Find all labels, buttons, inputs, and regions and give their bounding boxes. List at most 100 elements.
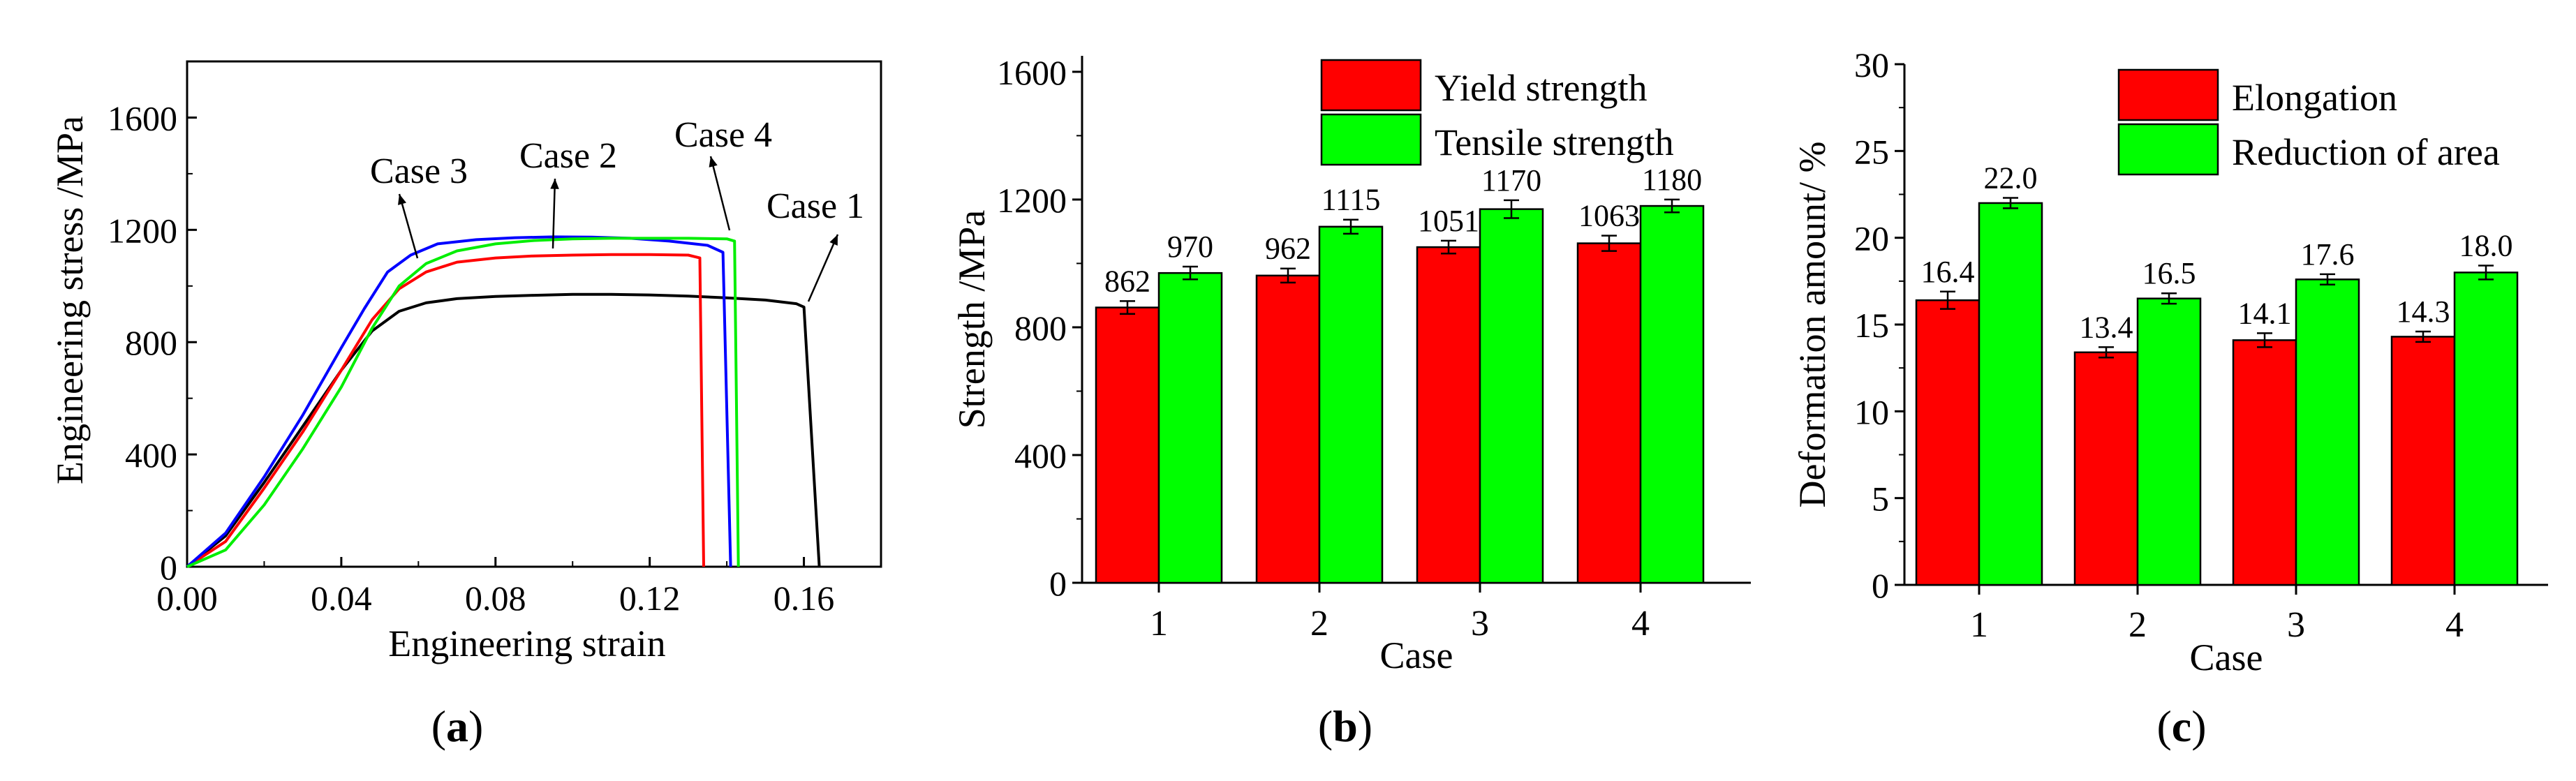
annotation-arrow xyxy=(552,178,556,249)
y-tick-label-a: 400 xyxy=(125,436,177,475)
case-annotation: Case 3 xyxy=(370,151,468,191)
legend-label: Elongation xyxy=(2232,77,2397,119)
x-tick-label-a: 0.12 xyxy=(619,579,681,618)
legend-swatch-elongation xyxy=(2117,68,2219,121)
legend-swatch-reduction-of-area xyxy=(2117,123,2219,176)
bar-value-label: 16.4 xyxy=(1921,255,1975,289)
legend-label: Reduction of area xyxy=(2232,131,2500,173)
bar-tensile-strength-case-4 xyxy=(1639,204,1705,584)
x-tick-label-a: 0.04 xyxy=(311,579,372,618)
bar-value-label: 17.6 xyxy=(2301,237,2355,272)
stress-strain-curve-case-3 xyxy=(186,235,732,568)
y-tick-label-c: 0 xyxy=(1872,566,1889,605)
panel-letter: c xyxy=(2172,701,2191,751)
y-axis-label-b: Strength /MPa xyxy=(951,210,993,429)
bar-value-label: 18.0 xyxy=(2459,228,2513,262)
bar-value-label: 970 xyxy=(1167,230,1213,264)
stress-strain-curve-case-2 xyxy=(186,253,705,568)
bar-tensile-strength-case-1 xyxy=(1157,272,1223,584)
x-tick-label-b: 4 xyxy=(1631,604,1650,644)
panel-letter: b xyxy=(1333,701,1358,751)
bar-tensile-strength-case-2 xyxy=(1318,225,1384,584)
y-tick-label-a: 1600 xyxy=(108,98,177,137)
y-tick-label-b: 1200 xyxy=(997,181,1067,220)
bar-yield-strength-case-1 xyxy=(1095,306,1160,584)
bar-value-label: 1115 xyxy=(1322,183,1381,217)
x-tick-label-b: 1 xyxy=(1150,604,1168,644)
annotation-arrowhead xyxy=(829,235,838,246)
bar-reduction-of-area-case-1 xyxy=(1978,202,2043,586)
legend-swatch-yield-strength xyxy=(1320,59,1422,112)
bar-yield-strength-case-4 xyxy=(1576,242,1642,584)
x-tick-label-c: 3 xyxy=(2287,605,2305,645)
panel-label: (b) xyxy=(1318,701,1372,751)
bar-yield-strength-case-3 xyxy=(1416,246,1481,584)
plot-frame-a xyxy=(186,60,882,568)
y-tick-label-c: 20 xyxy=(1854,219,1889,258)
y-tick-label-c: 25 xyxy=(1854,132,1889,171)
annotation-arrowhead xyxy=(709,156,718,168)
legend-label: Yield strength xyxy=(1435,67,1647,109)
x-axis-label-c: Case xyxy=(2190,637,2263,678)
x-axis-label-a: Engineering strain xyxy=(388,623,665,664)
bar-elongation-case-1 xyxy=(1915,299,1981,586)
bar-value-label: 1180 xyxy=(1642,163,1702,197)
stress-strain-curve-case-1 xyxy=(186,292,821,568)
x-tick-label-a: 0.16 xyxy=(773,579,835,618)
y-tick-label-c: 30 xyxy=(1854,45,1889,84)
legend-label: Tensile strength xyxy=(1435,121,1674,163)
annotation-arrow xyxy=(709,156,731,231)
bar-value-label: 22.0 xyxy=(1984,161,2038,195)
panel-label: (a) xyxy=(431,701,484,751)
y-tick-label-a: 800 xyxy=(125,323,177,362)
bar-elongation-case-3 xyxy=(2232,339,2297,586)
y-tick-label-b: 400 xyxy=(1014,436,1067,475)
bar-yield-strength-case-2 xyxy=(1255,274,1321,584)
y-tick-label-a: 1200 xyxy=(108,211,177,250)
bar-value-label: 16.5 xyxy=(2142,256,2196,290)
bar-tensile-strength-case-3 xyxy=(1479,208,1544,584)
case-annotation: Case 1 xyxy=(767,186,864,226)
bar-value-label: 1170 xyxy=(1481,163,1541,198)
bar-value-label: 962 xyxy=(1265,232,1311,266)
y-tick-label-b: 0 xyxy=(1049,564,1067,603)
y-tick-label-c: 5 xyxy=(1872,479,1889,519)
annotation-arrowhead xyxy=(398,194,406,205)
panel-letter: a xyxy=(446,701,468,751)
x-tick-label-a: 0.00 xyxy=(156,579,218,618)
y-tick-label-b: 800 xyxy=(1014,308,1067,348)
bar-reduction-of-area-case-3 xyxy=(2295,278,2360,586)
x-tick-label-c: 1 xyxy=(1970,605,1988,645)
x-tick-label-c: 4 xyxy=(2445,605,2464,645)
case-annotation: Case 2 xyxy=(519,136,617,176)
x-tick-label-b: 2 xyxy=(1310,604,1328,644)
x-axis-label-b: Case xyxy=(1380,634,1453,676)
y-axis-label-c: Deformation amount/ % xyxy=(1791,142,1833,508)
x-tick-label-c: 2 xyxy=(2129,605,2147,645)
bar-elongation-case-2 xyxy=(2073,351,2139,586)
annotation-arrow xyxy=(398,193,419,259)
y-axis-label-a: Engineering stress /MPa xyxy=(49,116,91,484)
bar-value-label: 14.3 xyxy=(2397,295,2450,329)
bar-value-label: 1051 xyxy=(1418,204,1479,238)
y-tick-label-a: 0 xyxy=(160,548,177,587)
panel-label: (c) xyxy=(2156,701,2206,751)
y-tick-label-b: 1600 xyxy=(997,53,1067,92)
annotation-arrow xyxy=(807,234,839,302)
y-tick-label-c: 10 xyxy=(1854,392,1889,431)
y-tick-label-c: 15 xyxy=(1854,306,1889,345)
annotation-arrowhead xyxy=(550,179,559,189)
bar-value-label: 13.4 xyxy=(2080,310,2133,344)
bar-value-label: 14.1 xyxy=(2238,296,2292,330)
bar-reduction-of-area-case-2 xyxy=(2136,297,2202,586)
stress-strain-curve-case-4 xyxy=(186,237,740,568)
x-tick-label-b: 3 xyxy=(1471,604,1489,644)
bar-value-label: 1063 xyxy=(1578,199,1640,233)
bar-elongation-case-4 xyxy=(2390,336,2456,586)
case-annotation: Case 4 xyxy=(674,115,772,155)
bar-value-label: 862 xyxy=(1104,264,1150,298)
legend-swatch-tensile-strength xyxy=(1320,113,1422,166)
x-tick-label-a: 0.08 xyxy=(465,579,526,618)
bar-reduction-of-area-case-4 xyxy=(2453,272,2519,586)
